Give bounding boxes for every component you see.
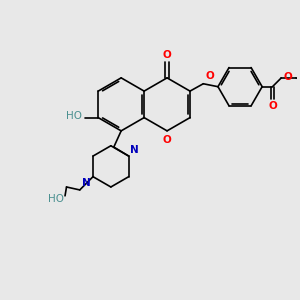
Text: HO: HO [48, 194, 64, 204]
Text: N: N [82, 178, 91, 188]
Text: O: O [163, 135, 171, 145]
Text: O: O [205, 71, 214, 81]
Text: N: N [130, 145, 139, 155]
Text: O: O [268, 101, 277, 111]
Text: O: O [283, 72, 292, 82]
Text: O: O [163, 50, 171, 60]
Text: HO: HO [66, 111, 82, 121]
